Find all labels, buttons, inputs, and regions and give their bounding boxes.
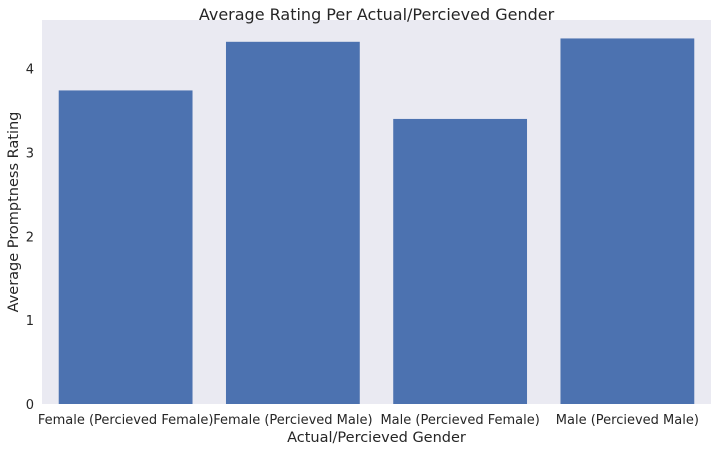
y-axis-label: Average Promptness Rating: [6, 112, 22, 313]
x-tick-label: Female (Percieved Female): [38, 413, 214, 428]
y-tick-label: 2: [26, 230, 34, 245]
y-tick-label: 4: [26, 63, 34, 78]
x-axis-label: Actual/Percieved Gender: [287, 430, 466, 446]
y-tick-label: 3: [26, 146, 34, 161]
x-tick-label: Female (Percieved Male): [213, 413, 372, 428]
x-tick-label: Male (Percieved Female): [380, 413, 539, 428]
y-tick-label: 1: [26, 314, 34, 329]
bar: [225, 41, 360, 404]
bar: [560, 38, 695, 405]
bar: [393, 118, 528, 404]
x-tick-label: Male (Percieved Male): [556, 413, 699, 428]
y-tick-label: 0: [26, 398, 34, 413]
bar: [58, 90, 193, 404]
chart-title: Average Rating Per Actual/Percieved Gend…: [199, 5, 555, 24]
